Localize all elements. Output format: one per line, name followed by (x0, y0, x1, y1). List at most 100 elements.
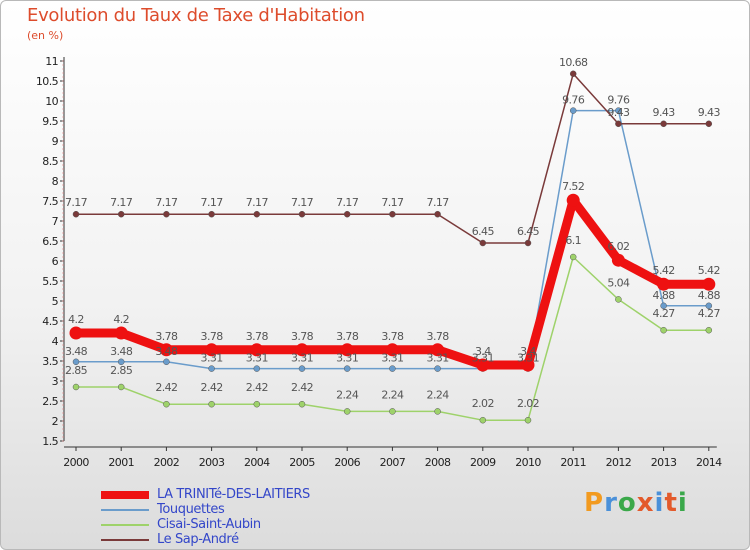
series-point (253, 365, 261, 372)
series-point (385, 343, 399, 357)
series-point (431, 343, 445, 357)
y-tick-label: 1.5 (42, 435, 58, 448)
data-label: 9.76 (562, 94, 585, 107)
data-label: 7.17 (201, 196, 224, 209)
series-point (343, 408, 351, 415)
data-label: 3.31 (472, 352, 494, 365)
series-point (72, 210, 80, 218)
series-point (476, 358, 490, 372)
data-label: 3.78 (246, 330, 269, 343)
y-tick-label: 6.5 (42, 235, 58, 248)
series-point (660, 120, 667, 128)
series-point (524, 416, 532, 424)
x-tick-label: 2011 (560, 456, 586, 469)
data-label: 9.43 (653, 106, 676, 119)
series-point (163, 210, 170, 218)
series-point (298, 365, 306, 372)
data-label: 4.88 (698, 289, 721, 302)
data-label: 2.42 (201, 381, 223, 394)
data-label: 3.31 (201, 352, 223, 365)
data-label: 2.85 (65, 364, 88, 377)
y-tick-label: 5.5 (42, 275, 58, 288)
y-tick-label: 7 (52, 215, 59, 228)
series-point (705, 326, 713, 334)
series-point (479, 239, 487, 247)
data-label: 3.78 (291, 330, 314, 343)
series-point (615, 107, 622, 114)
y-unit-label: (en %) (27, 29, 64, 42)
data-label: 3.78 (155, 330, 178, 343)
data-label: 3.78 (336, 330, 359, 343)
y-tick-label: 3 (52, 375, 59, 388)
data-label: 10.68 (559, 56, 588, 69)
data-label: 2.24 (427, 388, 450, 401)
series-point (250, 343, 264, 357)
series-point (208, 400, 215, 408)
data-label: 7.17 (427, 196, 450, 209)
data-label: 6.45 (517, 225, 540, 238)
x-tick-label: 2014 (696, 456, 722, 469)
series-point (434, 365, 441, 372)
y-tick-label: 10.5 (36, 75, 59, 88)
legend-label: Le Sap-André (157, 532, 239, 547)
series-point (340, 343, 354, 357)
brand-logo: Proxiti (584, 488, 688, 518)
series-point (117, 358, 125, 366)
series-point (343, 210, 351, 218)
series-point (69, 326, 83, 340)
data-label: 3.31 (517, 352, 539, 365)
data-label: 3.78 (381, 330, 404, 343)
data-label: 6.45 (472, 225, 495, 238)
data-label: 5.42 (698, 264, 720, 277)
y-tick-label: 2 (52, 415, 58, 428)
y-tick-label: 7.5 (42, 195, 58, 208)
y-tick-label: 3.5 (42, 355, 58, 368)
series-point (389, 210, 396, 218)
series-point (114, 326, 128, 340)
data-label: 2.24 (336, 388, 359, 401)
y-tick-label: 6 (52, 255, 59, 268)
series-point (295, 343, 309, 357)
data-label: 7.17 (110, 196, 133, 209)
series-point (205, 343, 219, 357)
data-label: 4.27 (653, 307, 676, 320)
data-label: 9.43 (698, 106, 721, 119)
series-point (163, 400, 170, 408)
series-point (434, 408, 441, 415)
series-point (660, 326, 667, 334)
series-point (434, 210, 441, 218)
y-tick-label: 5 (52, 295, 59, 308)
data-label: 3.31 (427, 352, 449, 365)
y-tick-label: 4 (52, 335, 59, 348)
data-label: 7.17 (336, 196, 359, 209)
series-point (521, 358, 535, 372)
data-label: 3.78 (427, 330, 450, 343)
x-tick-label: 2003 (199, 456, 225, 469)
data-label: 3.31 (246, 352, 268, 365)
data-label: 2.02 (472, 397, 494, 410)
brand-letter: i (677, 488, 688, 518)
legend-swatch (101, 509, 149, 511)
x-tick-label: 2008 (425, 456, 451, 469)
x-tick-label: 2004 (244, 456, 270, 469)
data-label: 2.24 (381, 388, 404, 401)
brand-letter: o (617, 488, 637, 518)
series-point (611, 253, 625, 267)
y-tick-label: 10 (45, 95, 58, 108)
series-point (389, 408, 396, 415)
y-tick-label: 9 (52, 135, 59, 148)
x-tick-label: 2007 (380, 456, 406, 469)
data-label: 2.42 (291, 381, 313, 394)
y-tick-label: 8 (52, 175, 59, 188)
series-point (569, 70, 577, 78)
series-point (479, 416, 487, 424)
data-label: 3.31 (291, 352, 313, 365)
y-tick-label: 9.5 (42, 115, 58, 128)
data-label: 7.17 (381, 196, 404, 209)
series-point (208, 210, 215, 218)
data-label: 4.27 (698, 307, 721, 320)
data-label: 9.76 (607, 94, 630, 107)
x-tick-label: 2012 (606, 456, 632, 469)
